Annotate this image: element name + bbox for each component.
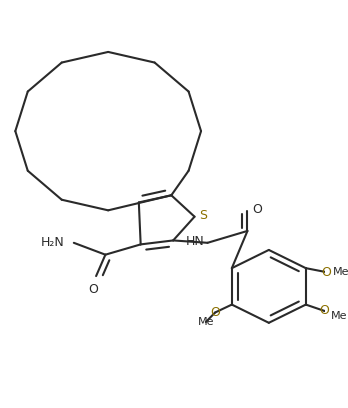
Text: O: O <box>88 282 98 295</box>
Text: HN: HN <box>185 235 204 248</box>
Text: S: S <box>199 208 207 222</box>
Text: Me: Me <box>198 317 214 327</box>
Text: O: O <box>210 306 220 319</box>
Text: Me: Me <box>331 310 348 321</box>
Text: O: O <box>319 304 329 317</box>
Text: Me: Me <box>333 267 348 277</box>
Text: O: O <box>252 203 262 216</box>
Text: O: O <box>321 266 331 279</box>
Text: H₂N: H₂N <box>40 236 64 249</box>
